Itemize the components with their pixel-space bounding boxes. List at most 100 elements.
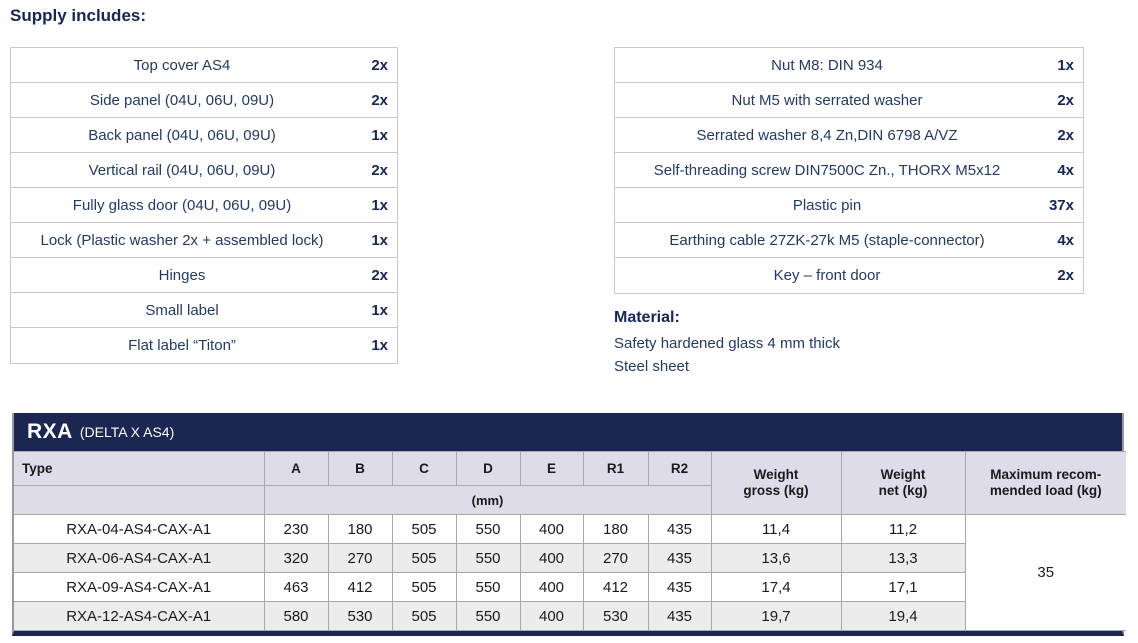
unit-row-empty-cell — [14, 485, 265, 515]
cell-dim-r2: 435 — [647, 514, 712, 544]
supply-row: Back panel (04U, 06U, 09U) 1x — [11, 118, 397, 153]
cell-dim-e: 400 — [519, 543, 584, 573]
supply-row: Top cover AS4 2x — [11, 48, 397, 83]
supply-row: Plastic pin 37x — [615, 188, 1083, 223]
unit-label-mm: (mm) — [263, 485, 711, 515]
supply-item-qty: 1x — [371, 126, 388, 144]
supply-item-qty: 1x — [371, 196, 388, 214]
cell-dim-c: 505 — [391, 543, 457, 573]
supply-item-qty: 2x — [371, 266, 388, 284]
supply-item-label: Back panel (04U, 06U, 09U) — [88, 126, 276, 144]
supply-item-qty: 2x — [1057, 267, 1074, 284]
col-header-a: A — [263, 451, 329, 486]
supply-item-qty: 2x — [1057, 91, 1074, 109]
cell-dim-r1: 180 — [582, 514, 649, 544]
cell-dim-e: 400 — [519, 514, 584, 544]
cell-dim-c: 505 — [391, 601, 457, 631]
cell-weight-gross: 13,6 — [710, 543, 842, 573]
supply-item-label: Fully glass door (04U, 06U, 09U) — [72, 196, 292, 214]
supply-row: Vertical rail (04U, 06U, 09U) 2x — [11, 153, 397, 188]
spec-data-row: RXA-04-AS4-CAX-A1 230 180 505 550 400 18… — [14, 514, 1126, 631]
supply-item-qty: 37x — [1048, 196, 1074, 214]
material-line: Steel sheet — [614, 358, 690, 375]
cell-dim-a: 230 — [263, 514, 329, 544]
col-header-max-load: Maximum recom- mended load (kg) — [964, 451, 1126, 515]
cell-dim-d: 550 — [455, 601, 521, 631]
spec-unit-row: (mm) — [14, 485, 1126, 515]
spec-table: Type A B C D E R1 R2 Weight gross (kg) W… — [14, 451, 1126, 631]
supply-item-label: Top cover AS4 — [133, 56, 231, 74]
col-header-c: C — [391, 451, 457, 486]
supply-item-label: Hinges — [158, 266, 206, 284]
cell-dim-b: 270 — [327, 543, 393, 573]
cell-weight-net: 13,3 — [840, 543, 965, 573]
spec-data-row: RXA-12-AS4-CAX-A1 580 530 505 550 400 53… — [14, 601, 1126, 631]
spec-data-row: RXA-06-AS4-CAX-A1 320 270 505 550 400 27… — [14, 543, 1126, 573]
cell-type: RXA-12-AS4-CAX-A1 — [14, 601, 265, 631]
material-heading: Material: — [614, 309, 680, 326]
supply-item-qty: 4x — [1057, 161, 1074, 179]
supply-item-qty: 1x — [1057, 56, 1074, 74]
supply-item-label: Nut M8: DIN 934 — [771, 56, 883, 74]
col-header-b: B — [327, 451, 393, 486]
cell-dim-e: 400 — [519, 601, 584, 631]
supply-table-right: Nut M8: DIN 934 1x Nut M5 with serrated … — [614, 47, 1084, 294]
col-header-weight-gross: Weight gross (kg) — [710, 451, 842, 515]
supply-row: Fully glass door (04U, 06U, 09U) 1x — [11, 188, 397, 223]
spec-table-title: RXA — [27, 420, 73, 443]
cell-weight-net: 11,2 — [840, 514, 966, 544]
cell-dim-b: 180 — [327, 514, 393, 544]
cell-dim-r2: 435 — [647, 543, 712, 573]
cell-dim-c: 505 — [391, 572, 457, 602]
material-section: Material: Safety hardened glass 4 mm thi… — [614, 309, 840, 378]
supply-item-label: Earthing cable 27ZK-27k M5 (staple-conne… — [669, 231, 985, 249]
supply-item-qty: 1x — [371, 337, 388, 354]
col-header-e: E — [519, 451, 584, 486]
cell-weight-gross: 17,4 — [710, 572, 842, 602]
col-header-r2: R2 — [647, 451, 712, 486]
cell-weight-net: 17,1 — [840, 572, 965, 602]
cell-dim-d: 550 — [455, 572, 521, 602]
cell-dim-a: 580 — [263, 601, 329, 631]
cell-weight-gross: 11,4 — [710, 514, 842, 544]
spec-header-row: Type A B C D E R1 R2 Weight gross (kg) W… — [14, 451, 1126, 515]
cell-weight-gross: 19,7 — [710, 601, 842, 631]
supply-item-label: Flat label “Titon” — [128, 337, 236, 354]
supply-row: Side panel (04U, 06U, 09U) 2x — [11, 83, 397, 118]
supply-row: Self-threading screw DIN7500C Zn., THORX… — [615, 153, 1083, 188]
supply-item-qty: 2x — [371, 161, 388, 179]
supply-row: Nut M5 with serrated washer 2x — [615, 83, 1083, 118]
supply-row: Lock (Plastic washer 2x + assembled lock… — [11, 223, 397, 258]
cell-dim-r1: 270 — [582, 543, 649, 573]
supply-row: Earthing cable 27ZK-27k M5 (staple-conne… — [615, 223, 1083, 258]
cell-dim-r1: 530 — [582, 601, 649, 631]
supply-row: Serrated washer 8,4 Zn,DIN 6798 A/VZ 2x — [615, 118, 1083, 153]
cell-dim-c: 505 — [391, 514, 457, 544]
col-header-d: D — [455, 451, 521, 486]
supply-row: Nut M8: DIN 934 1x — [615, 48, 1083, 83]
cell-dim-b: 412 — [327, 572, 393, 602]
supply-includes-heading: Supply includes: — [10, 6, 147, 25]
cell-type: RXA-06-AS4-CAX-A1 — [14, 543, 265, 573]
cell-dim-d: 550 — [455, 514, 521, 544]
supply-item-qty: 2x — [371, 91, 388, 109]
supply-item-label: Lock (Plastic washer 2x + assembled lock… — [40, 231, 324, 249]
spec-data-row: RXA-09-AS4-CAX-A1 463 412 505 550 400 41… — [14, 572, 1126, 602]
cell-dim-r2: 435 — [647, 572, 712, 602]
supply-table-left: Top cover AS4 2x Side panel (04U, 06U, 0… — [10, 47, 398, 364]
supply-item-qty: 1x — [371, 231, 388, 249]
cell-weight-net: 19,4 — [840, 601, 965, 631]
supply-item-label: Vertical rail (04U, 06U, 09U) — [88, 161, 276, 179]
cell-max-load: 35 — [964, 514, 1126, 631]
col-header-weight-net: Weight net (kg) — [840, 451, 966, 515]
supply-row: Hinges 2x — [11, 258, 397, 293]
supply-item-qty: 2x — [371, 56, 388, 74]
supply-item-label: Plastic pin — [792, 196, 862, 214]
material-line: Safety hardened glass 4 mm thick — [614, 335, 840, 352]
cell-type: RXA-09-AS4-CAX-A1 — [14, 572, 265, 602]
supply-item-label: Nut M5 with serrated washer — [731, 91, 923, 109]
supply-row: Flat label “Titon” 1x — [11, 328, 397, 363]
spec-table-titlebar: RXA (DELTA X AS4) — [14, 413, 1122, 451]
spec-table-title-suffix: (DELTA X AS4) — [79, 424, 175, 440]
col-header-type: Type — [14, 451, 265, 486]
